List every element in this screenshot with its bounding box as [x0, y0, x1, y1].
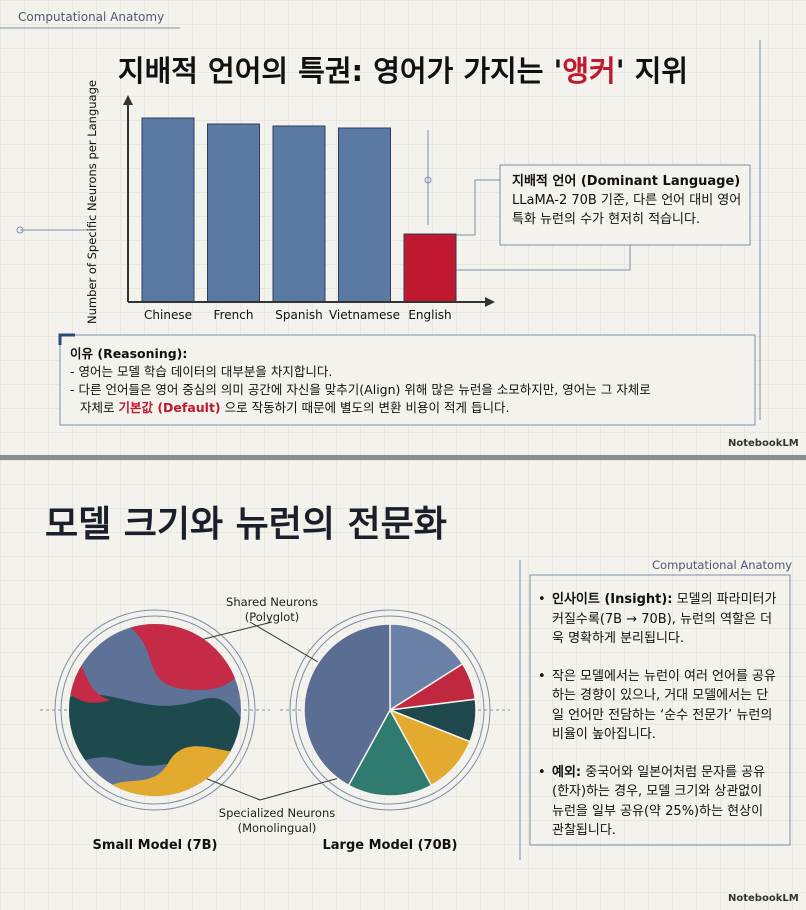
pie-slice [303, 623, 391, 787]
reasoning: 이유 (Reasoning): - 영어는 모델 학습 데이터의 대부분을 차지… [70, 345, 750, 417]
insights: • 인사이트 (Insight): 모델의 파라미터가 커질수록(7B → 70B… [538, 590, 778, 841]
x-tick-label: French [214, 308, 254, 322]
brand: NotebookLM [728, 438, 799, 449]
bar [272, 125, 326, 303]
label-line: Specialized Neurons [218, 806, 336, 820]
y-axis-label: Number of Specific Neurons per Language [85, 80, 99, 324]
bullet: • 인사이트 (Insight): 모델의 파라미터가 커질수록(7B → 70B… [538, 592, 777, 646]
tag: Computational Anatomy [652, 558, 793, 572]
tag: Computational Anatomy [18, 10, 165, 24]
reasoning-line: - 다른 언어들은 영어 중심의 의미 공간에 자신을 맞추기(Align) 위… [70, 382, 651, 397]
text: 자체로 [80, 400, 119, 415]
highlight: 기본값 (Default) [118, 400, 221, 415]
bullet: • 작은 모델에서는 뉴런이 여러 언어를 공유하는 경향이 있으나, 거대 모델… [538, 667, 778, 745]
title-text: 지배적 언어의 특권: 영어가 가지는 ' [117, 54, 563, 88]
x-tick-label: Vietnamese [329, 308, 400, 322]
callout: 지배적 언어 (Dominant Language) LLaMA-2 70B 기… [512, 172, 744, 229]
slide-title: 지배적 언어의 특권: 영어가 가지는 '앵커' 지위 [0, 48, 806, 90]
title-highlight: 앵커 [562, 54, 616, 88]
x-tick-label: Chinese [144, 308, 192, 322]
callout-heading: 지배적 언어 (Dominant Language) [512, 174, 741, 189]
bar [403, 233, 457, 303]
bar [207, 123, 260, 303]
title-text: ' 지위 [615, 54, 689, 88]
callout-body: LLaMA-2 70B 기준, 다른 언어 대비 영어 특화 뉴런의 수가 현저… [512, 193, 742, 227]
pie-slice [389, 623, 464, 712]
bullet: • 예외: 중국어와 일본어처럼 문자를 공유(한자)하는 경우, 모델 크기와 … [538, 764, 766, 839]
specialized-label: Specialized Neurons (Monolingual) [207, 806, 347, 836]
bullet-text: 중국어와 일본어처럼 문자를 공유(한자)하는 경우, 모델 크기와 상관없이 … [552, 764, 766, 839]
text: 으로 작동하기 때문에 별도의 변환 비용이 적게 듭니다. [220, 400, 510, 415]
slide-title: 모델 크기와 뉴런의 전문화 [45, 504, 447, 545]
label-line: (Polyglot) [244, 610, 300, 624]
callout-box [499, 164, 751, 246]
corner [58, 333, 75, 345]
small-model-mix [69, 624, 241, 796]
bar [141, 117, 195, 303]
x-tick-label: Spanish [275, 308, 322, 322]
reasoning-box [59, 334, 756, 426]
bullet-label: 예외: [552, 764, 582, 780]
label-line: Shared Neurons [226, 595, 318, 609]
large-caption: Large Model (70B) [322, 838, 458, 853]
bullet-text: 모델의 파라미터가 커질수록(7B → 70B), 뉴런의 역할은 더욱 명확하… [552, 592, 777, 646]
reasoning-line: 자체로 기본값 (Default) 으로 작동하기 때문에 별도의 변환 비용이… [70, 399, 750, 417]
shared-label: Shared Neurons (Polyglot) [212, 595, 332, 625]
label-line: (Monolingual) [237, 821, 317, 835]
x-tick-label: English [408, 308, 451, 322]
brand: NotebookLM [728, 893, 799, 904]
bullet-label: 인사이트 (Insight): [552, 592, 673, 607]
small-caption: Small Model (7B) [92, 838, 218, 853]
pie-slice [347, 708, 433, 797]
bullet-text: 작은 모델에서는 뉴런이 여러 언어를 공유하는 경향이 있으나, 거대 모델에… [552, 668, 776, 743]
reasoning-heading: 이유 (Reasoning): [70, 346, 188, 361]
bar [338, 127, 391, 303]
reasoning-line: - 영어는 모델 학습 데이터의 대부분을 차지합니다. [70, 364, 333, 379]
